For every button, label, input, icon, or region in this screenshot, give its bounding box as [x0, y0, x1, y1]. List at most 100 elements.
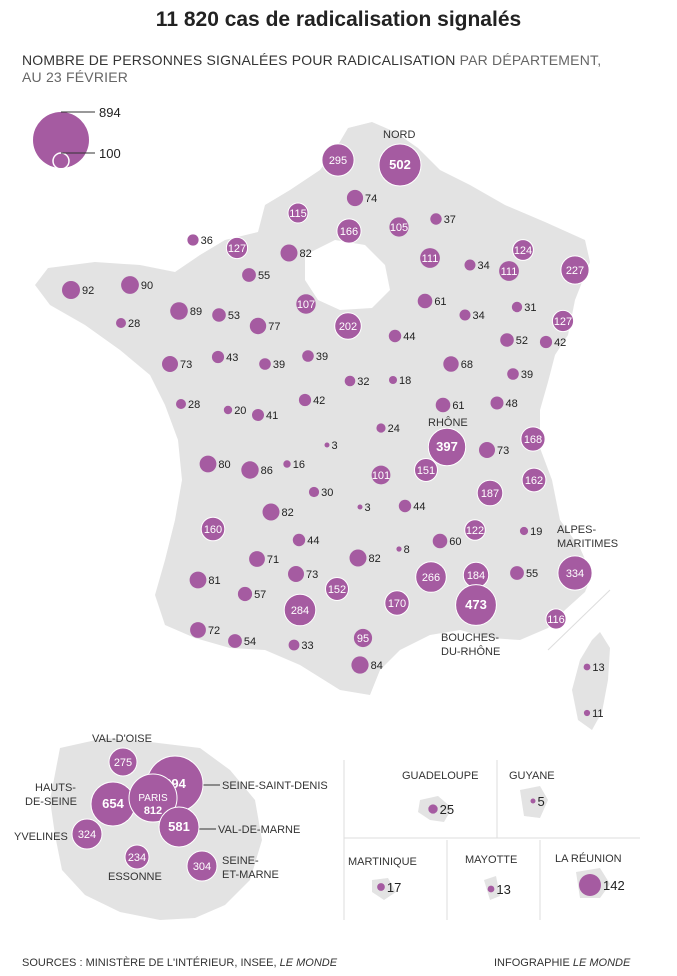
overseas-bubble-circle: [487, 885, 495, 893]
department-bubble-value: 32: [357, 376, 369, 388]
department-bubble-value: 334: [566, 568, 584, 580]
department-bubble: 33: [288, 639, 314, 652]
department-bubble: 39: [507, 368, 533, 381]
department-bubble-value: 127: [554, 316, 572, 328]
department-bubble: 72: [190, 622, 220, 638]
department-bubble-circle: [190, 622, 206, 638]
department-bubble: 57: [237, 586, 266, 602]
idf-label-ssd: SEINE-SAINT-DENIS: [222, 780, 328, 792]
department-bubble: 82: [349, 549, 381, 567]
department-bubble: 81: [189, 571, 221, 589]
department-bubble-circle: [334, 312, 362, 340]
department-bubble: 107: [296, 294, 316, 314]
overseas-bubble-value: 142: [603, 878, 625, 893]
subtitle-date: AU 23 FÉVRIER: [22, 69, 129, 85]
department-bubble: 55: [242, 268, 270, 282]
department-bubble-circle: [511, 301, 523, 313]
department-bubble-circle: [249, 551, 265, 567]
department-bubble-circle: [539, 335, 553, 349]
idf-bubble-value: 234: [128, 852, 146, 864]
department-bubble-value: 33: [301, 640, 313, 652]
department-bubble: 170: [384, 590, 410, 616]
department-bubble: 84: [351, 656, 383, 674]
department-bubble-value: 82: [368, 553, 380, 565]
department-bubble-circle: [262, 503, 280, 521]
department-bubble-circle: [252, 409, 264, 421]
department-bubble: 11: [583, 708, 604, 720]
idf-bubble-paris-circle: [128, 773, 178, 823]
department-bubble: 227: [560, 255, 590, 285]
department-bubble-value: 61: [452, 400, 464, 412]
department-bubble-circle: [389, 217, 409, 237]
department-bubble: 61: [435, 397, 465, 413]
department-bubble: 42: [298, 393, 325, 407]
department-bubble-value: 81: [208, 575, 220, 587]
department-bubble-value: 20: [234, 405, 246, 417]
corsica-land: [572, 632, 610, 730]
idf-label-essonne: ESSONNE: [108, 871, 162, 883]
department-bubble-value: 52: [516, 335, 528, 347]
idf-bubble-circle: [124, 844, 150, 870]
department-bubble-circle: [199, 455, 217, 473]
overseas-label-mayotte: MAYOTTE: [465, 854, 517, 866]
department-bubble-value: 19: [530, 526, 542, 538]
idf-label-hauts-2: DE-SEINE: [25, 796, 77, 808]
department-bubble: 34: [464, 259, 490, 272]
department-bubble-circle: [557, 555, 593, 591]
department-bubble-circle: [325, 577, 349, 601]
subtitle-rest: PAR DÉPARTEMENT,: [455, 52, 602, 68]
idf-bubble-value: 324: [78, 829, 96, 841]
department-bubble-circle: [551, 309, 575, 333]
region-label-rhone: RHÔNE: [428, 416, 468, 429]
department-bubble-value: 107: [297, 299, 315, 311]
department-bubble-circle: [249, 317, 267, 335]
department-bubble: 20: [223, 405, 246, 417]
department-bubble: 397: [427, 427, 467, 467]
department-bubble: 74: [346, 189, 377, 207]
department-bubble: 86: [241, 461, 273, 479]
region-label-nord: NORD: [383, 129, 415, 141]
idf-label-hauts-1: HAUTS-: [35, 782, 76, 794]
department-bubble: 19: [519, 526, 542, 538]
department-bubble-value: 44: [403, 331, 415, 343]
footer-sources-text: SOURCES : MINISTÈRE DE L'INTÉRIEUR, INSE…: [22, 957, 280, 969]
department-bubble-circle: [519, 526, 529, 536]
department-bubble-circle: [583, 709, 591, 717]
footer-credit: INFOGRAPHIE LE MONDE: [494, 957, 630, 969]
department-bubble-value: 39: [521, 369, 533, 381]
department-bubble-value: 8: [404, 544, 410, 556]
department-bubble-value: 61: [434, 296, 446, 308]
department-bubble-circle: [398, 499, 412, 513]
department-bubble: 36: [187, 234, 213, 247]
department-bubble: 92: [62, 281, 94, 299]
department-bubble: 55: [510, 566, 538, 580]
department-bubble-value: 34: [472, 310, 484, 322]
department-bubble: 77: [249, 317, 280, 335]
department-bubble: 184: [462, 561, 490, 589]
department-bubble-value: 28: [128, 318, 140, 330]
department-bubble-value: 116: [547, 614, 565, 626]
department-bubble: 48: [490, 396, 518, 410]
department-bubble: 61: [417, 293, 447, 309]
idf-bubble-circle: [158, 806, 200, 848]
department-bubble-value: 77: [268, 321, 280, 333]
department-bubble-circle: [116, 318, 126, 328]
overseas-bubble-circle: [530, 798, 536, 804]
department-bubble-circle: [500, 333, 514, 347]
department-bubble: 295: [321, 143, 355, 177]
department-bubble-circle: [376, 423, 386, 433]
department-bubble-value: 111: [422, 253, 439, 265]
department-bubble-value: 44: [307, 535, 319, 547]
idf-bubble-paris-value: 812: [144, 805, 162, 817]
department-bubble-circle: [351, 656, 369, 674]
department-bubble-circle: [336, 218, 362, 244]
department-bubble-value: 13: [592, 662, 604, 674]
idf-bubble: 654: [90, 781, 136, 827]
department-bubble-circle: [162, 356, 178, 372]
overseas-bubble-value: 5: [538, 794, 545, 809]
department-bubble-circle: [283, 460, 291, 468]
department-bubble: 8: [396, 544, 410, 556]
department-bubble: 89: [170, 302, 202, 320]
department-bubble-circle: [228, 634, 242, 648]
